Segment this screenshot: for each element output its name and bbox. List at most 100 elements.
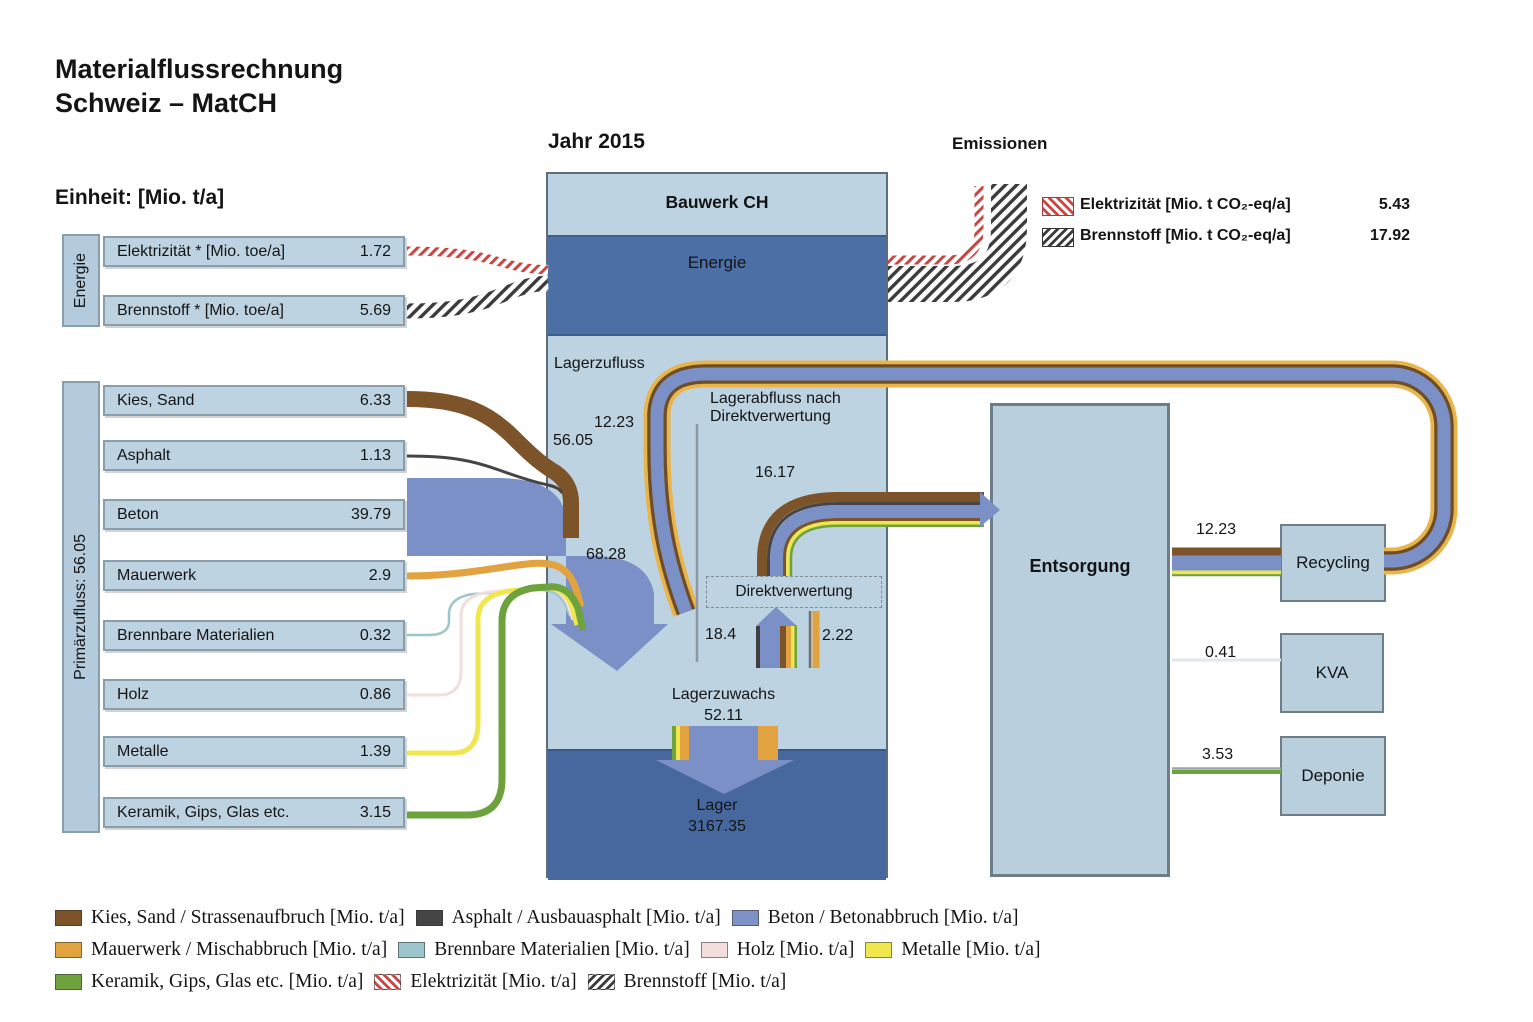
flow-elektrizitaet-in (406, 246, 549, 275)
legend-label: Asphalt / Ausbauasphalt [Mio. t/a] (451, 907, 721, 928)
input-label: Keramik, Gips, Glas etc. (117, 803, 290, 821)
input-label: Beton (117, 505, 159, 523)
bauwerk-title: Bauwerk CH (665, 192, 769, 212)
input-value: 5.69 (359, 301, 391, 319)
lager-value: 3167.35 (688, 818, 746, 835)
input-label: Brennbare Materialien (117, 626, 275, 644)
input-row-holz: Holz 0.86 (103, 679, 405, 710)
input-row-asphalt: Asphalt 1.13 (103, 440, 405, 471)
flow-brennbare (407, 588, 572, 637)
legend-label: Keramik, Gips, Glas etc. [Mio. t/a] (91, 971, 364, 992)
direkt-out-value: 2.22 (822, 627, 854, 644)
input-value: 6.33 (359, 391, 391, 409)
legend-item: Brennbare Materialien [Mio. t/a] (398, 939, 690, 961)
input-row-metalle: Metalle 1.39 (103, 736, 405, 767)
legend-item: Mauerwerk / Mischabbruch [Mio. t/a] (55, 939, 387, 961)
lagerzufluss-label: Lagerzufluss (554, 355, 645, 372)
emission-fuel-value: 17.92 (1369, 227, 1410, 244)
legend-label: Elektrizität [Mio. t/a] (410, 971, 577, 992)
asphalt-swatch-icon (415, 910, 443, 926)
year-label: Jahr 2015 (548, 130, 645, 153)
legend-label: Kies, Sand / Strassenaufbruch [Mio. t/a] (91, 907, 405, 928)
legend-item: Beton / Betonabbruch [Mio. t/a] (731, 907, 1019, 929)
input-row-beton: Beton 39.79 (103, 499, 405, 530)
input-value: 2.9 (368, 566, 391, 584)
input-label: Asphalt (117, 446, 171, 464)
kva-box: KVA (1280, 633, 1384, 713)
input-row-kies: Kies, Sand 6.33 (103, 385, 405, 416)
input-label: Elektrizität * [Mio. toe/a] (117, 242, 286, 260)
flow-mauerwerk (406, 559, 585, 608)
flow-direkt-in (756, 607, 797, 668)
flow-to-deponie (1172, 767, 1281, 774)
lager-label: Lager (696, 797, 738, 814)
flow-main-funnel (407, 478, 668, 671)
flow-asphalt (406, 454, 564, 494)
metalle-swatch-icon (865, 942, 893, 958)
bauwerk-box (546, 172, 888, 880)
recycling-label: Recycling (1296, 553, 1370, 572)
to-recycling-value: 12.23 (1196, 521, 1237, 538)
page-title-line2: Schweiz – MatCH (55, 88, 278, 118)
flow-kies (406, 391, 579, 538)
black-hatch-icon (1042, 228, 1074, 247)
flow-metalle (407, 585, 580, 756)
legend-item: Elektrizität [Mio. t/a] (374, 971, 577, 993)
flow-recycling-loop (643, 360, 1458, 617)
input-value: 1.13 (359, 446, 391, 464)
lagerabfluss-value: 16.17 (755, 464, 796, 481)
flow-brennstoff-in (406, 275, 549, 319)
flow-direkt-out (808, 611, 820, 668)
to-kva-value: 0.41 (1205, 644, 1237, 661)
direkt-in-value: 18.4 (705, 626, 737, 643)
input-value: 1.39 (359, 742, 391, 760)
legend-row-1: Kies, Sand / Strassenaufbruch [Mio. t/a]… (55, 907, 1019, 929)
input-label: Metalle (117, 742, 169, 760)
legend-row-3: Keramik, Gips, Glas etc. [Mio. t/a] Elek… (55, 971, 786, 993)
input-value: 0.32 (359, 626, 391, 644)
flow-keramik (407, 583, 587, 819)
brennstoff-hatch-swatch-icon (587, 974, 615, 990)
kies-swatch-icon (55, 910, 82, 926)
red-hatch-icon (1042, 197, 1074, 216)
deponie-label: Deponie (1301, 766, 1365, 785)
holz-swatch-icon (700, 942, 728, 958)
legend-item: Keramik, Gips, Glas etc. [Mio. t/a] (55, 971, 363, 993)
emission-electricity-value: 5.43 (1378, 196, 1410, 213)
keramik-swatch-icon (55, 974, 82, 990)
input-label: Brennstoff * [Mio. toe/a] (117, 301, 284, 319)
primary-group-bar: Primärzufluss: 56.05 (62, 381, 100, 833)
input-row-brennbare: Brennbare Materialien 0.32 (103, 620, 405, 651)
input-label: Holz (117, 685, 150, 703)
flow-lagerzuwachs-arrow (656, 726, 794, 794)
flow-to-recycling (1172, 547, 1281, 577)
legend-label: Mauerwerk / Mischabbruch [Mio. t/a] (91, 939, 388, 960)
legend-label: Brennstoff [Mio. t/a] (623, 971, 787, 992)
legend-label: Metalle [Mio. t/a] (901, 939, 1041, 960)
lagerzuwachs-label: Lagerzuwachs (671, 686, 776, 703)
legend-item: Holz [Mio. t/a] (700, 939, 855, 961)
primary-inflow-value: 56.05 (553, 432, 594, 449)
flow-emission-elektrizitaet (888, 186, 984, 265)
input-value: 1.72 (359, 242, 391, 260)
unit-label: Einheit: [Mio. t/a] (55, 186, 225, 209)
legend-label: Holz [Mio. t/a] (736, 939, 855, 960)
lagerabfluss-label: Lagerabfluss nach Direktverwertung (710, 390, 841, 426)
input-row-keramik: Keramik, Gips, Glas etc. 3.15 (103, 797, 405, 828)
direktverwertung-box: Direktverwertung (706, 576, 882, 608)
emission-electricity-label: Elektrizität [Mio. t CO₂-eq/a] (1080, 196, 1291, 213)
page-title: Materialflussrechnung Schweiz – MatCH (55, 52, 343, 120)
legend-row-2: Mauerwerk / Mischabbruch [Mio. t/a] Bren… (55, 939, 1040, 961)
kva-label: KVA (1315, 663, 1349, 682)
input-value: 0.86 (359, 685, 391, 703)
flow-emission-brennstoff (888, 184, 1028, 303)
mauerwerk-swatch-icon (55, 942, 82, 958)
legend-item: Kies, Sand / Strassenaufbruch [Mio. t/a] (55, 907, 405, 929)
legend-label: Brennbare Materialien [Mio. t/a] (434, 939, 690, 960)
entsorgung-label: Entsorgung (1029, 556, 1131, 576)
energy-band (548, 235, 886, 336)
input-value: 3.15 (359, 803, 391, 821)
energy-band-label: Energie (687, 253, 747, 272)
arrow-tip (980, 492, 1000, 527)
